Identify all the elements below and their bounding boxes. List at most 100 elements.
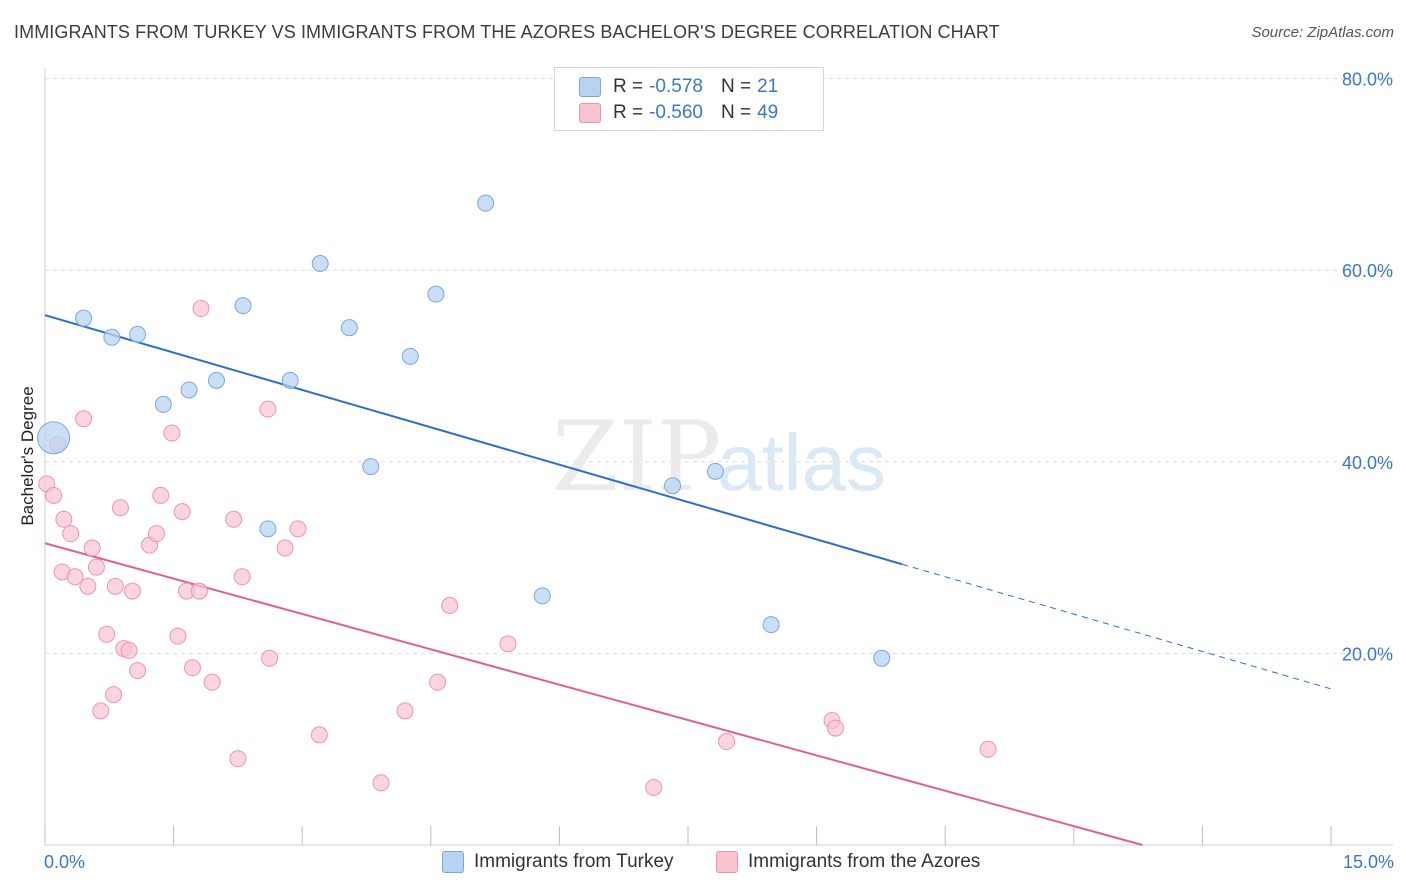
azores-trend-line (44, 542, 1143, 846)
azores-data-point (83, 539, 101, 557)
azores-data-point (225, 510, 243, 528)
data-points (37, 194, 997, 797)
turkey-data-point (281, 371, 299, 389)
azores-data-point (261, 649, 279, 667)
turkey-data-point (180, 381, 198, 399)
turkey-data-point (401, 347, 419, 365)
turkey-data-point (533, 587, 551, 605)
azores-data-point (62, 525, 80, 543)
turkey-data-point (873, 649, 891, 667)
azores-data-point (105, 686, 123, 704)
n-value: 21 (757, 76, 779, 97)
azores-data-point (183, 659, 201, 677)
turkey-data-point (37, 421, 71, 455)
azores-data-point (79, 577, 97, 595)
correlation-legend: R = -0.578 N = 21 R = -0.560 N = 49 (554, 67, 824, 131)
azores-data-point (163, 424, 181, 442)
chart-title: IMMIGRANTS FROM TURKEY VS IMMIGRANTS FRO… (14, 22, 1000, 42)
azores-data-point (396, 702, 414, 720)
turkey-data-point (362, 458, 380, 476)
watermark-atlas: atlas (717, 418, 886, 507)
azores-data-point (276, 539, 294, 557)
legend-row-turkey: R = -0.578 N = 21 (579, 75, 778, 99)
turkey-legend-swatch (442, 851, 464, 873)
n-label: N = (720, 102, 752, 123)
y-tick-label: 20.0% (1342, 644, 1393, 664)
turkey-data-point (762, 616, 780, 634)
azores-data-point (87, 558, 105, 576)
azores-data-point (645, 779, 663, 797)
azores-data-point (499, 635, 517, 653)
azores-data-point (66, 568, 84, 586)
turkey-data-point (706, 462, 724, 480)
turkey-swatch (579, 77, 601, 97)
azores-data-point (152, 486, 170, 504)
azores-legend-label: Immigrants from the Azores (748, 851, 981, 872)
azores-data-point (123, 582, 141, 600)
azores-data-point (98, 625, 116, 643)
turkey-trend-line (44, 314, 903, 566)
y-tick-labels: 20.0% 40.0% 60.0% 80.0% (1342, 70, 1393, 665)
n-value: 49 (757, 102, 779, 123)
x-tick-max: 15.0% (1342, 852, 1394, 872)
grid-lines (45, 78, 1393, 654)
turkey-data-point (103, 328, 121, 346)
azores-data-point (111, 499, 129, 517)
y-tick-label: 40.0% (1342, 453, 1393, 473)
azores-data-point (229, 750, 247, 768)
y-tick-label: 80.0% (1342, 70, 1393, 90)
azores-data-point (120, 642, 138, 660)
azores-data-point (441, 597, 459, 614)
azores-data-point (92, 702, 110, 720)
azores-data-point (129, 662, 147, 680)
turkey-data-point (664, 477, 682, 495)
turkey-legend-label: Immigrants from Turkey (474, 851, 674, 872)
watermark: ZIP atlas (552, 401, 886, 513)
azores-data-point (45, 486, 63, 504)
r-value: -0.560 (649, 102, 703, 123)
x-tick-min: 0.0% (44, 852, 86, 872)
turkey-trend-extension (902, 563, 1332, 690)
azores-swatch (579, 103, 601, 123)
azores-data-point (173, 503, 191, 521)
azores-data-point (192, 300, 210, 318)
source-note: Source: ZipAtlas.com (1251, 24, 1394, 41)
turkey-data-point (427, 285, 445, 303)
axes (44, 68, 1393, 846)
y-tick-label: 60.0% (1342, 261, 1393, 281)
turkey-data-point (207, 371, 225, 389)
azores-data-point (429, 673, 447, 691)
azores-data-point (147, 525, 165, 543)
azores-data-point (372, 774, 390, 792)
azores-data-point (718, 733, 736, 751)
azores-data-point (310, 726, 328, 744)
azores-data-point (75, 410, 93, 428)
azores-data-point (55, 510, 73, 528)
azores-data-point (233, 568, 251, 586)
turkey-data-point (154, 395, 172, 413)
azores-data-point (289, 520, 307, 538)
azores-data-point (979, 740, 997, 758)
n-label: N = (720, 76, 752, 97)
turkey-data-point (129, 325, 147, 343)
azores-data-point (169, 627, 187, 645)
turkey-data-point (259, 520, 277, 538)
turkey-data-point (75, 309, 93, 327)
legend-item-azores[interactable]: Immigrants from the Azores (716, 851, 980, 873)
azores-data-point (190, 582, 208, 600)
r-value: -0.578 (649, 76, 703, 97)
legend-item-turkey[interactable]: Immigrants from Turkey (442, 851, 674, 873)
azores-legend-swatch (716, 851, 738, 873)
legend-row-azores: R = -0.560 N = 49 (579, 101, 778, 125)
watermark-zip: ZIP (552, 401, 721, 513)
turkey-data-point (340, 319, 358, 337)
azores-data-point (259, 400, 277, 418)
trend-lines (44, 314, 1332, 846)
r-label: R = (613, 102, 644, 123)
azores-data-point (826, 719, 844, 737)
azores-data-point (203, 673, 221, 691)
r-label: R = (613, 76, 644, 97)
turkey-data-point (234, 297, 252, 315)
azores-data-point (106, 577, 124, 595)
